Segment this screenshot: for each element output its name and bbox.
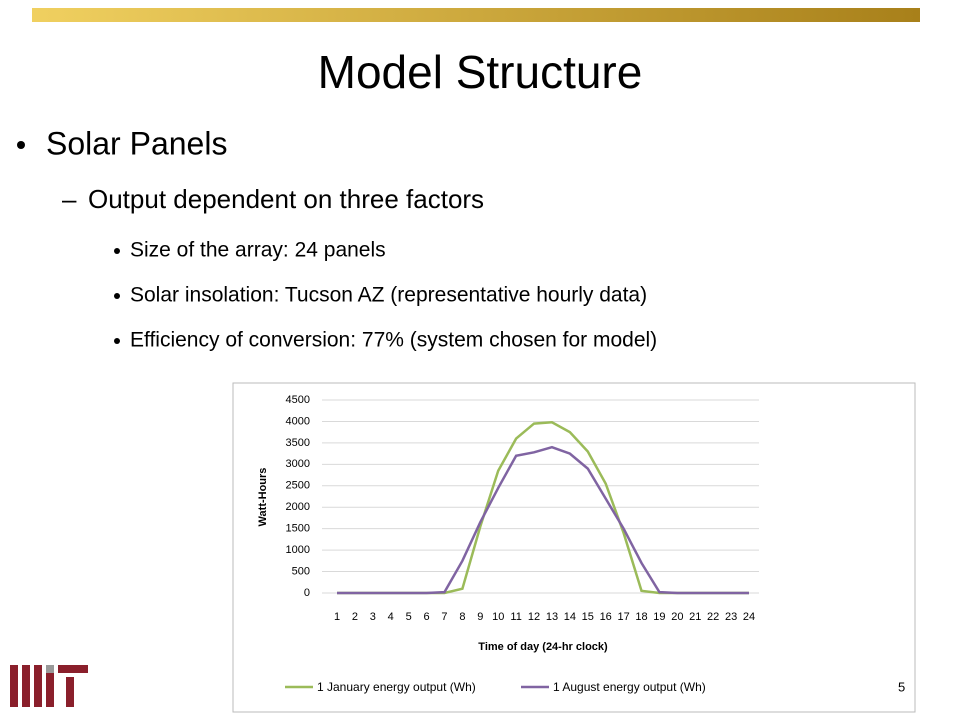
y-tick-label: 500 <box>292 565 310 577</box>
y-tick-label: 2000 <box>286 501 310 513</box>
x-tick-label: 20 <box>671 611 683 623</box>
x-tick-label: 19 <box>653 611 665 623</box>
x-tick-label: 3 <box>370 611 376 623</box>
x-tick-label: 17 <box>617 611 629 623</box>
page-number: 5 <box>898 679 905 694</box>
bullet <box>17 141 25 149</box>
x-tick-label: 12 <box>528 611 540 623</box>
point-bullet <box>114 338 120 344</box>
y-tick-label: 3500 <box>286 437 310 449</box>
x-tick-label: 11 <box>510 611 521 623</box>
x-axis-label: Time of day (24-hr clock) <box>478 641 608 653</box>
logo-dot <box>46 665 54 673</box>
legend-label: 1 August energy output (Wh) <box>553 680 706 694</box>
x-tick-label: 22 <box>707 611 719 623</box>
point-bullet <box>114 293 120 299</box>
x-tick-label: 8 <box>459 611 465 623</box>
point-text: Efficiency of conversion: 77% (system ch… <box>130 329 657 352</box>
y-tick-label: 4500 <box>286 394 310 406</box>
top-bar <box>32 8 920 22</box>
x-tick-label: 21 <box>689 611 701 623</box>
x-tick-label: 16 <box>600 611 612 623</box>
x-tick-label: 18 <box>635 611 647 623</box>
sub-bullet-text: Output dependent on three factors <box>88 184 484 214</box>
y-tick-label: 4000 <box>286 415 310 427</box>
chart-frame <box>232 382 916 713</box>
y-tick-label: 1500 <box>286 523 310 535</box>
mit-logo <box>10 665 88 707</box>
x-tick-label: 24 <box>743 611 755 623</box>
y-tick-label: 0 <box>304 587 310 599</box>
point-bullet <box>114 248 120 254</box>
x-tick-label: 23 <box>725 611 737 623</box>
x-tick-label: 1 <box>334 611 340 623</box>
x-tick-label: 9 <box>477 611 483 623</box>
points: Size of the array: 24 panels Solar insola… <box>114 239 657 352</box>
series-line <box>337 445 749 595</box>
x-tick-label: 7 <box>441 611 447 623</box>
x-tick-label: 5 <box>406 611 412 623</box>
y-tick-label: 1000 <box>286 544 310 556</box>
legend-label: 1 January energy output (Wh) <box>317 680 476 694</box>
bullet-text: Solar Panels <box>46 125 227 161</box>
x-tick-label: 2 <box>352 611 358 623</box>
y-axis-label: Watt-Hours <box>257 468 269 527</box>
x-tick-label: 4 <box>388 611 394 623</box>
slide-title: Model Structure <box>318 46 643 98</box>
dash: – <box>62 184 77 214</box>
x-tick-label: 15 <box>582 611 594 623</box>
x-tick-label: 6 <box>424 611 430 623</box>
point-text: Solar insolation: Tucson AZ (representat… <box>130 284 647 307</box>
y-tick-label: 2500 <box>286 480 310 492</box>
y-tick-label: 3000 <box>286 458 310 470</box>
x-tick-label: 14 <box>564 611 576 623</box>
point-text: Size of the array: 24 panels <box>130 239 386 262</box>
x-tick-label: 10 <box>492 611 504 623</box>
x-tick-label: 13 <box>546 611 558 623</box>
